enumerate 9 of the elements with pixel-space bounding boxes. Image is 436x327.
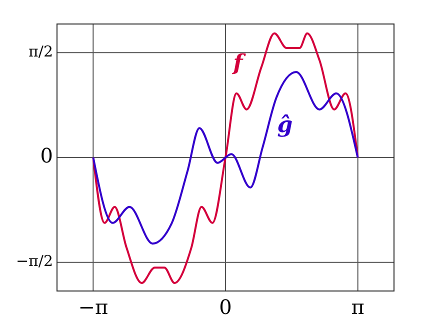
x-tick-label: π <box>351 295 364 320</box>
series-label: f <box>231 50 246 76</box>
y-tick-label: −π/2 <box>16 252 53 270</box>
x-tick-label: 0 <box>219 295 232 320</box>
y-tick-label: 0 <box>40 144 53 168</box>
y-tick-label: π/2 <box>28 42 53 61</box>
x-tick-label: −π <box>78 295 108 320</box>
series-label: ĝ <box>277 112 293 138</box>
line-series <box>92 32 359 284</box>
